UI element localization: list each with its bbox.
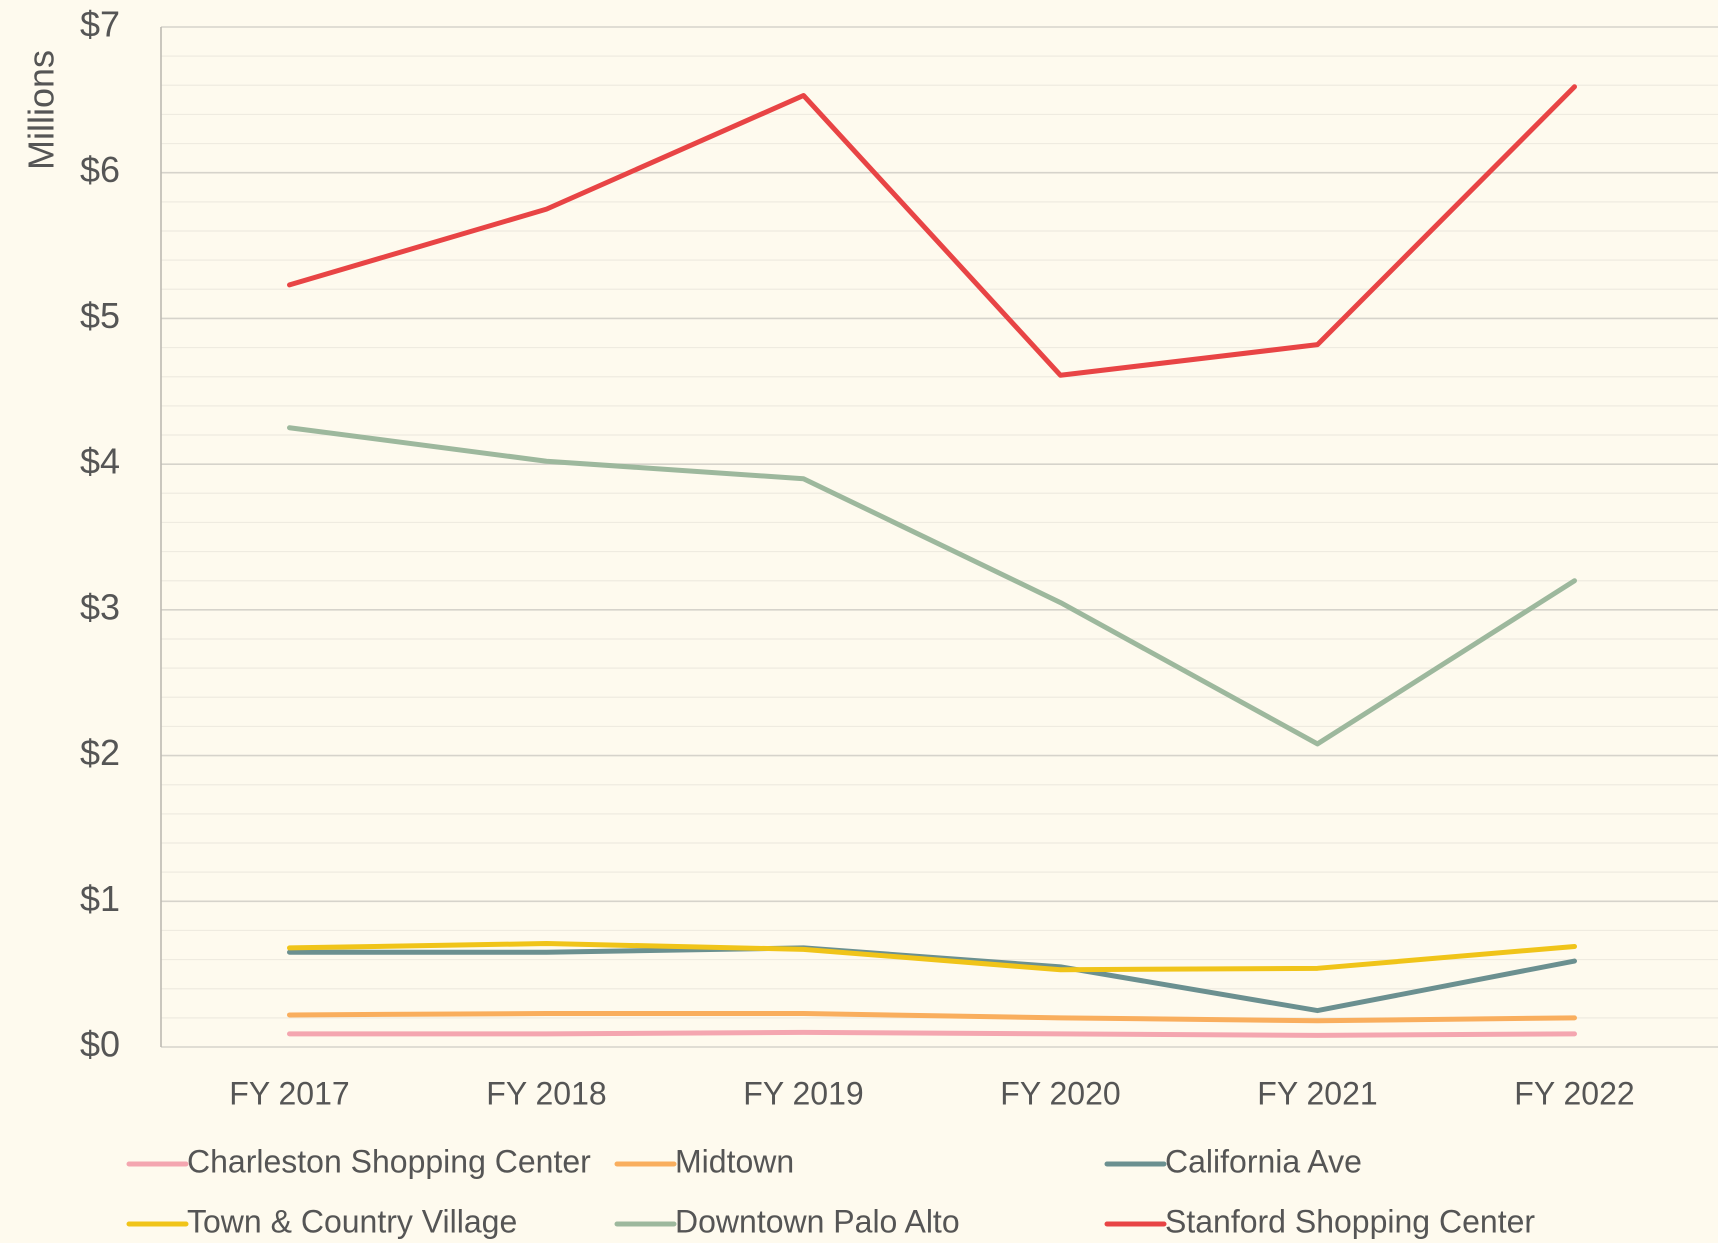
series-line [287, 941, 1577, 973]
series-line [287, 1029, 1577, 1038]
series-line [287, 425, 1577, 747]
legend-label: Town & Country Village [187, 1203, 517, 1239]
y-tick-label: $1 [80, 878, 120, 919]
legend-label: California Ave [1165, 1143, 1362, 1179]
x-tick-label: FY 2017 [229, 1075, 349, 1111]
x-tick-label: FY 2018 [486, 1075, 606, 1111]
series-line [287, 1010, 1577, 1024]
y-tick-label: $6 [80, 149, 120, 190]
legend-label: Downtown Palo Alto [675, 1203, 960, 1239]
legend-label: Midtown [675, 1143, 794, 1179]
x-tick-label: FY 2020 [1000, 1075, 1120, 1111]
y-axis-label: Millions [21, 50, 62, 170]
x-tick-label: FY 2022 [1514, 1075, 1634, 1111]
y-tick-label: $3 [80, 586, 120, 627]
y-tick-label: $5 [80, 295, 120, 336]
series-line [287, 84, 1577, 378]
y-tick-label: $7 [80, 4, 120, 45]
y-tick-label: $4 [80, 441, 120, 482]
legend-label: Stanford Shopping Center [1165, 1203, 1535, 1239]
y-tick-label: $2 [80, 732, 120, 773]
x-tick-label: FY 2021 [1257, 1075, 1377, 1111]
x-tick-label: FY 2019 [743, 1075, 863, 1111]
legend-label: Charleston Shopping Center [187, 1143, 591, 1179]
y-tick-label: $0 [80, 1024, 120, 1065]
